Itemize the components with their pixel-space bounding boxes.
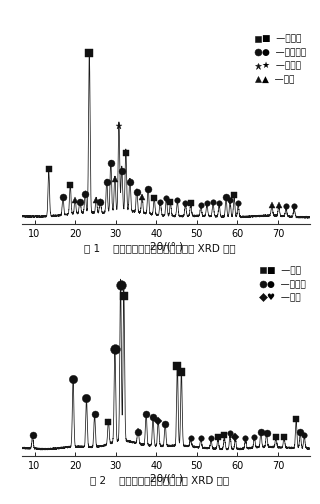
X-axis label: 2θ/(° ): 2θ/(° ) — [150, 242, 183, 252]
X-axis label: 2θ/(° ): 2θ/(° ) — [150, 474, 183, 484]
Text: 图 1    沉积在耗火材料表面反应物的 XRD 图谱: 图 1 沉积在耗火材料表面反应物的 XRD 图谱 — [84, 243, 236, 253]
Text: 图 2    沉积在蓄热体表面烟尘的 XRD 图谱: 图 2 沉积在蓄热体表面烟尘的 XRD 图谱 — [91, 475, 229, 485]
Legend: ■  —天青石, ●  —无水芒熔, ★  —鯨芒熔, ▲  —刚玉: ■ —天青石, ● —无水芒熔, ★ —鯨芒熔, ▲ —刚玉 — [252, 31, 309, 88]
Legend: ■  —石盐, ●  —鯨芒熔, ♥  —鯨盐: ■ —石盐, ● —鯨芒熔, ♥ —鯨盐 — [257, 263, 309, 306]
